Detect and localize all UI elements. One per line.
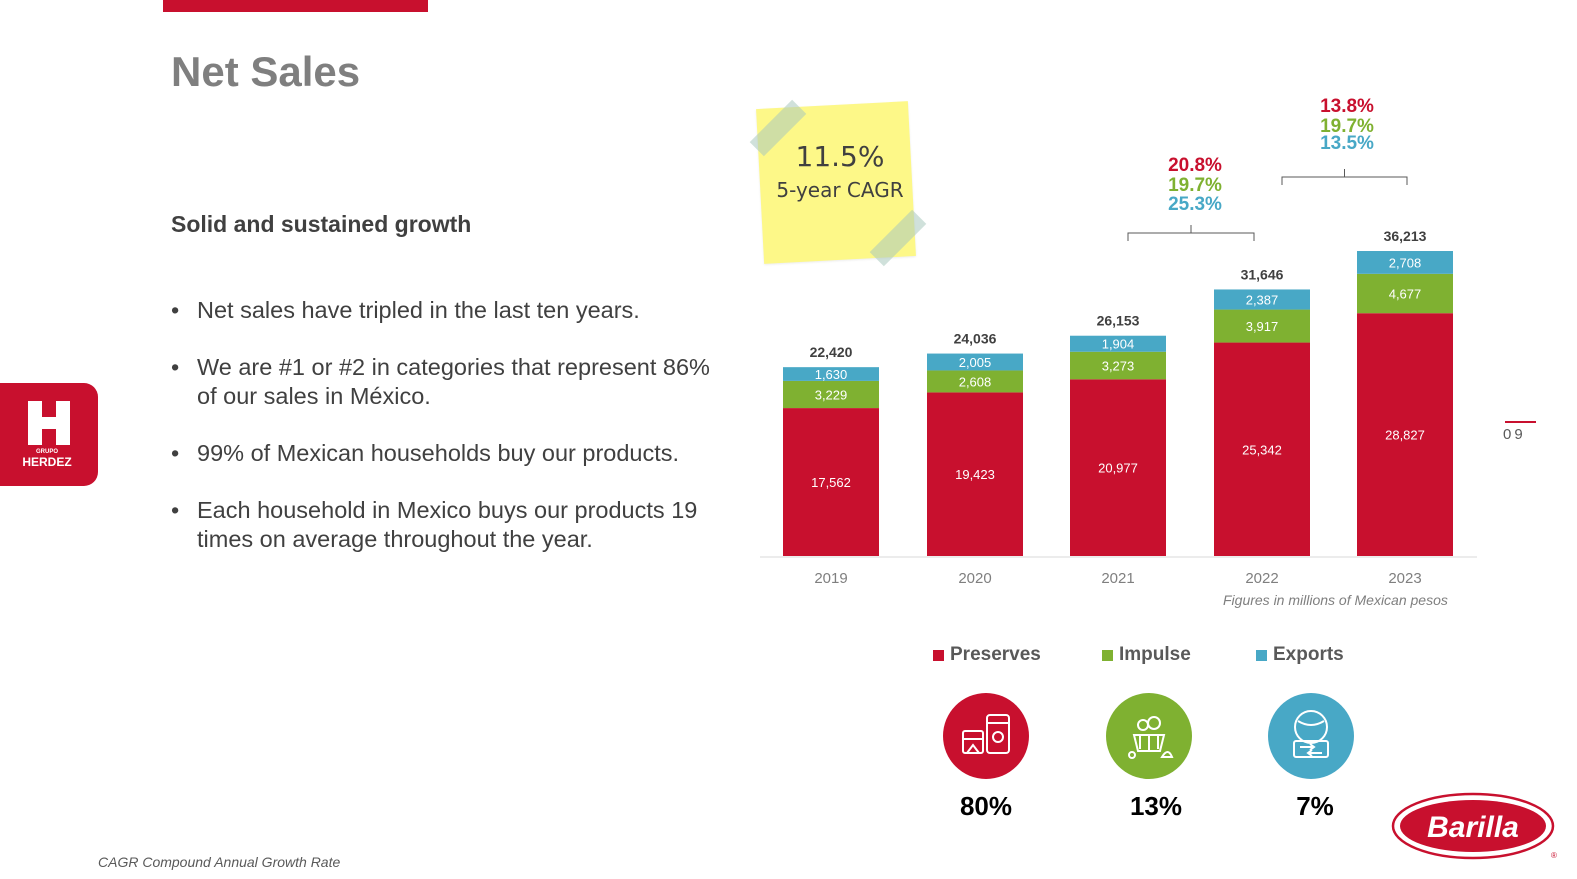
cagr-value: 11.5%	[795, 140, 885, 173]
value-label-impulse-2022: 3,917	[1246, 319, 1279, 334]
legend-exports: Exports	[1256, 644, 1344, 666]
page-number: 09	[1503, 426, 1526, 443]
total-label-2023: 36,213	[1384, 228, 1427, 244]
growth-preserves-2022: 20.8%	[1168, 155, 1222, 176]
globe-exchange-icon	[1268, 693, 1354, 779]
legend-label-impulse: Impulse	[1119, 644, 1191, 665]
total-label-2019: 22,420	[810, 344, 853, 360]
growth-impulse-2023: 19.7%	[1320, 116, 1374, 137]
snacks-basket-icon	[1106, 693, 1192, 779]
total-label-2022: 31,646	[1241, 266, 1284, 282]
legend-impulse: Impulse	[1102, 644, 1191, 666]
x-tick-label-2019: 2019	[814, 570, 847, 587]
page-number-rule	[1505, 421, 1536, 423]
bar-exports-2021	[1070, 335, 1166, 352]
bar-preserves-2020	[927, 392, 1023, 556]
bar-preserves-2022	[1214, 342, 1310, 556]
footnote: CAGR Compound Annual Growth Rate	[98, 854, 341, 870]
bullet-item: We are #1 or #2 in categories that repre…	[171, 353, 711, 411]
food-cans-icon	[943, 693, 1029, 779]
units-note: Figures in millions of Mexican pesos	[1223, 592, 1448, 608]
bullet-item: Net sales have tripled in the last ten y…	[171, 296, 711, 325]
bar-impulse-2022	[1214, 309, 1310, 343]
herdez-logo-line1: GRUPO	[35, 449, 58, 455]
share-impulse: 13%	[1129, 791, 1183, 821]
value-label-impulse-2020: 2,608	[959, 374, 992, 389]
value-label-preserves-2020: 19,423	[955, 467, 995, 482]
value-label-impulse-2021: 3,273	[1102, 359, 1135, 374]
bar-exports-2022	[1214, 289, 1310, 310]
growth-exports-2023: 13.5%	[1320, 133, 1374, 154]
bar-preserves-2023	[1357, 313, 1453, 556]
value-label-preserves-2021: 20,977	[1098, 461, 1138, 476]
value-label-preserves-2023: 28,827	[1385, 428, 1425, 443]
bar-exports-2019	[783, 367, 879, 381]
x-tick-label-2021: 2021	[1101, 570, 1134, 587]
section-subtitle: Solid and sustained growth	[171, 211, 472, 237]
value-label-exports-2022: 2,387	[1246, 293, 1279, 308]
bullet-item: Each household in Mexico buys our produc…	[171, 496, 711, 554]
bar-impulse-2019	[783, 380, 879, 409]
total-label-2020: 24,036	[954, 331, 997, 347]
value-label-impulse-2019: 3,229	[815, 387, 848, 402]
bar-exports-2020	[927, 353, 1023, 371]
bullet-list: Net sales have tripled in the last ten y…	[171, 296, 711, 582]
growth-impulse-2022: 19.7%	[1168, 175, 1222, 196]
barilla-logo-text: Barilla	[1427, 811, 1519, 844]
value-label-exports-2021: 1,904	[1102, 337, 1135, 352]
herdez-logo: GRUPO HERDEZ	[0, 383, 98, 486]
legend-label-preserves: Preserves	[950, 644, 1041, 665]
barilla-logo: Barilla ®	[1391, 792, 1557, 862]
herdez-h-icon	[28, 401, 70, 445]
x-tick-label-2022: 2022	[1245, 570, 1278, 587]
growth-exports-2022: 25.3%	[1168, 194, 1222, 215]
bar-preserves-2019	[783, 408, 879, 556]
legend-label-exports: Exports	[1273, 644, 1344, 665]
growth-bracket-2022	[1127, 225, 1255, 241]
total-label-2021: 26,153	[1097, 313, 1140, 329]
share-exports: 7%	[1296, 791, 1334, 821]
cagr-label: 5-year CAGR	[776, 178, 904, 202]
bar-impulse-2020	[927, 370, 1023, 393]
value-label-exports-2020: 2,005	[959, 355, 992, 370]
top-accent-bar	[163, 0, 428, 12]
bar-preserves-2021	[1070, 379, 1166, 556]
legend-preserves: Preserves	[933, 644, 1041, 666]
bar-impulse-2021	[1070, 351, 1166, 380]
x-tick-label-2023: 2023	[1388, 570, 1421, 587]
bullet-item: 99% of Mexican households buy our produc…	[171, 439, 711, 468]
growth-preserves-2023: 13.8%	[1320, 96, 1374, 117]
svg-text:®: ®	[1551, 851, 1557, 860]
herdez-logo-line2: HERDEZ	[22, 455, 72, 469]
growth-bracket-2023	[1281, 169, 1408, 185]
value-label-impulse-2023: 4,677	[1389, 287, 1422, 302]
legend-swatch-exports	[1256, 649, 1267, 661]
value-label-exports-2019: 1,630	[815, 367, 848, 382]
legend-swatch-preserves	[933, 649, 944, 661]
page-title: Net Sales	[171, 48, 361, 95]
share-preserves: 80%	[959, 791, 1013, 821]
bar-impulse-2023	[1357, 273, 1453, 314]
value-label-preserves-2019: 17,562	[811, 475, 851, 490]
bar-exports-2023	[1357, 251, 1453, 274]
value-label-preserves-2022: 25,342	[1242, 442, 1282, 457]
legend-swatch-impulse	[1102, 649, 1113, 661]
value-label-exports-2023: 2,708	[1389, 255, 1422, 270]
x-tick-label-2020: 2020	[958, 570, 991, 587]
